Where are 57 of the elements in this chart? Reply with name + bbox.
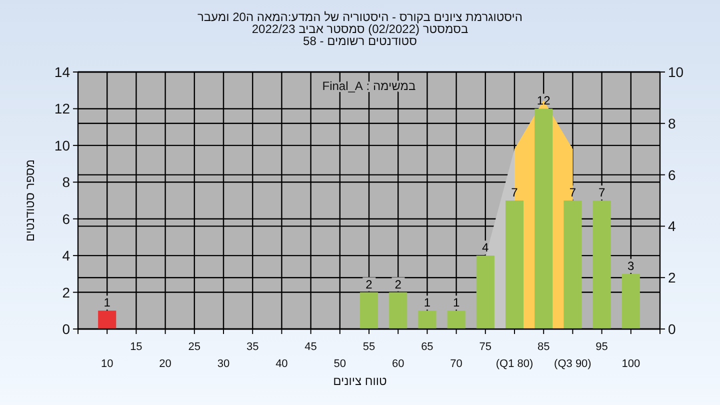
- x-tick-label: 65: [421, 341, 434, 353]
- chart-title: היסטוגרמת ציונים בקורס - היסטוריה של המדע:המאה ה20 ומעבר: [197, 10, 523, 24]
- bar: [418, 310, 436, 329]
- y2-tick-label: 0: [668, 321, 676, 337]
- bar: [98, 310, 116, 329]
- x-tick-label: 60: [392, 358, 404, 370]
- y-tick-label: 6: [62, 210, 70, 227]
- x-tick-label: 30: [217, 358, 230, 370]
- x-tick-label: 40: [276, 358, 288, 370]
- data-label: 1: [104, 296, 111, 310]
- data-label: 2: [366, 277, 373, 292]
- x-tick-label: 95: [596, 341, 608, 353]
- x-tick-label: 75: [479, 341, 492, 353]
- x-tick-label: 35: [246, 341, 259, 353]
- y2-tick-label: 10: [668, 64, 684, 80]
- x-axis-title: טווח ציונים: [333, 374, 388, 388]
- bar: [476, 256, 494, 329]
- y2-tick-label: 6: [668, 166, 676, 183]
- y-tick-label: 2: [62, 284, 70, 300]
- y-axis-title: מספר סטודנטים: [23, 159, 37, 242]
- data-label: 3: [628, 258, 635, 273]
- data-label: 1: [452, 296, 460, 310]
- y-tick-label: 12: [54, 100, 70, 117]
- x-tick-label: (Q3 90): [554, 358, 592, 370]
- bar: [592, 200, 611, 329]
- y-tick-label: 4: [62, 248, 70, 264]
- chart-subtitle: בסמסטר (02/2022) סמסטר אביב 2022/23 סטודנטים רשומים - 58: [252, 22, 468, 48]
- data-label: 7: [511, 186, 518, 200]
- y2-tick-label: 4: [668, 218, 676, 234]
- data-label: 1: [424, 296, 431, 310]
- data-label: 12: [536, 94, 551, 108]
- data-label: 7: [598, 186, 606, 200]
- bar: [534, 108, 553, 329]
- bar: [564, 200, 582, 329]
- x-tick-label: 50: [334, 358, 346, 370]
- bar: [505, 200, 524, 329]
- x-tick-label: 70: [450, 358, 462, 370]
- y2-tick-label: 2: [668, 270, 676, 286]
- x-tick-label: 85: [537, 341, 550, 353]
- x-tick-label: 20: [159, 358, 172, 370]
- bar: [447, 310, 466, 329]
- data-label: 7: [569, 186, 576, 200]
- data-label: 2: [394, 277, 402, 292]
- y2-tick-label: 8: [668, 115, 676, 132]
- y-tick-label: 0: [62, 321, 70, 337]
- x-tick-label: (Q1 80): [496, 358, 534, 370]
- y-tick-label: 8: [62, 174, 70, 190]
- x-tick-label: 25: [188, 341, 201, 353]
- y-tick-label: 14: [54, 64, 70, 80]
- x-tick-label: 45: [304, 341, 317, 353]
- data-label: 4: [482, 240, 490, 255]
- x-tick-label: 55: [362, 341, 376, 353]
- x-tick-label: 15: [130, 341, 142, 353]
- y-tick-label: 10: [54, 137, 70, 154]
- bar: [622, 274, 640, 329]
- x-tick-label: 10: [100, 358, 114, 370]
- x-tick-label: 100: [622, 358, 640, 370]
